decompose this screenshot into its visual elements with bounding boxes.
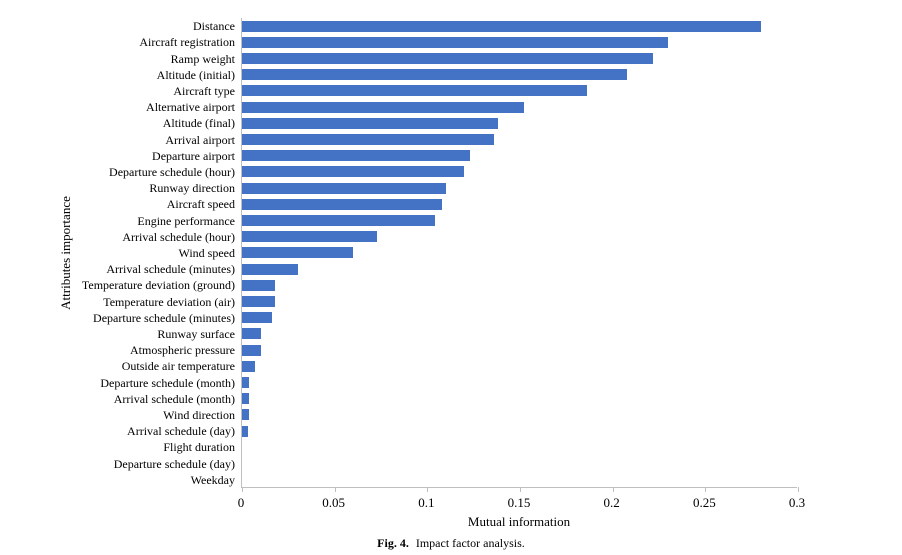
bar xyxy=(242,345,261,356)
category-label: Outside air temperature xyxy=(122,359,235,374)
bar xyxy=(242,166,464,177)
bar xyxy=(242,328,261,339)
x-tick-label: 0 xyxy=(238,495,245,511)
x-tick xyxy=(798,487,799,492)
category-label: Departure schedule (hour) xyxy=(109,165,235,180)
bar xyxy=(242,53,653,64)
caption-text: Impact factor analysis. xyxy=(416,536,525,550)
bar xyxy=(242,247,353,258)
category-label: Alternative airport xyxy=(146,100,235,115)
x-tick-label: 0.2 xyxy=(604,495,620,511)
bar xyxy=(242,37,668,48)
x-axis-title: Mutual information xyxy=(468,514,570,530)
bar xyxy=(242,199,442,210)
category-label: Runway direction xyxy=(149,181,235,196)
bar xyxy=(242,377,249,388)
category-label: Wind speed xyxy=(178,246,235,261)
x-tick xyxy=(242,487,243,492)
category-label: Arrival schedule (month) xyxy=(114,392,235,407)
bar xyxy=(242,150,470,161)
category-label: Aircraft registration xyxy=(139,35,235,50)
x-tick-label: 0.3 xyxy=(789,495,805,511)
category-label: Runway surface xyxy=(157,327,235,342)
bar xyxy=(242,264,298,275)
x-tick-label: 0.25 xyxy=(693,495,716,511)
bar xyxy=(242,183,446,194)
bar xyxy=(242,361,255,372)
category-label: Flight duration xyxy=(163,440,235,455)
category-label: Aircraft type xyxy=(173,84,235,99)
figure: Attributes importance Mutual information… xyxy=(0,0,902,555)
x-tick xyxy=(613,487,614,492)
category-label: Weekday xyxy=(191,473,235,488)
x-tick-label: 0.05 xyxy=(322,495,345,511)
caption-label: Fig. 4. xyxy=(377,536,409,550)
bar xyxy=(242,312,272,323)
plot-area xyxy=(241,18,797,488)
category-label: Arrival schedule (hour) xyxy=(122,230,235,245)
category-label: Distance xyxy=(193,19,235,34)
bar xyxy=(242,21,761,32)
bar xyxy=(242,69,627,80)
category-label: Temperature deviation (ground) xyxy=(82,278,235,293)
category-label: Departure schedule (minutes) xyxy=(93,311,235,326)
category-label: Atmospheric pressure xyxy=(130,343,235,358)
x-tick xyxy=(520,487,521,492)
category-label: Altitude (initial) xyxy=(157,68,235,83)
figure-caption: Fig. 4. Impact factor analysis. xyxy=(0,536,902,551)
bar xyxy=(242,215,435,226)
category-label: Arrival airport xyxy=(165,133,235,148)
bar xyxy=(242,280,275,291)
bar xyxy=(242,296,275,307)
category-label: Temperature deviation (air) xyxy=(103,295,235,310)
bar xyxy=(242,231,377,242)
x-tick-label: 0.1 xyxy=(418,495,434,511)
category-label: Aircraft speed xyxy=(167,197,235,212)
category-label: Altitude (final) xyxy=(163,116,235,131)
bar xyxy=(242,118,498,129)
y-axis-title: Attributes importance xyxy=(58,196,74,310)
bar xyxy=(242,409,249,420)
bar xyxy=(242,393,249,404)
category-label: Arrival schedule (minutes) xyxy=(106,262,235,277)
category-label: Departure schedule (month) xyxy=(100,376,235,391)
x-tick xyxy=(705,487,706,492)
category-label: Wind direction xyxy=(163,408,235,423)
bar xyxy=(242,426,248,437)
x-tick xyxy=(427,487,428,492)
category-label: Ramp weight xyxy=(171,52,235,67)
category-label: Departure airport xyxy=(152,149,235,164)
bar xyxy=(242,85,587,96)
category-label: Departure schedule (day) xyxy=(114,457,235,472)
x-tick xyxy=(335,487,336,492)
x-tick-label: 0.15 xyxy=(508,495,531,511)
bar xyxy=(242,102,524,113)
category-label: Engine performance xyxy=(137,214,235,229)
category-label: Arrival schedule (day) xyxy=(127,424,235,439)
bar xyxy=(242,134,494,145)
